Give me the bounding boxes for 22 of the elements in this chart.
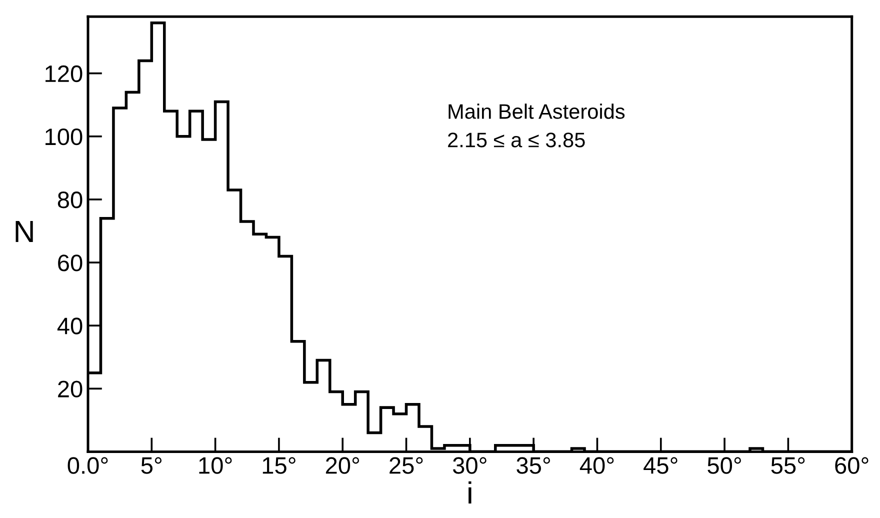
y-tick-label: 60: [58, 254, 82, 272]
y-tick-label: 120: [46, 65, 82, 82]
x-tick-label: 55°: [771, 457, 805, 474]
y-tick-label: 80: [58, 192, 82, 208]
x-tick-label: 5°: [141, 457, 162, 474]
y-tick-label: 40: [57, 318, 82, 334]
x-tick-label: 0.0°: [68, 457, 108, 474]
x-tick-label: 35°: [516, 457, 550, 474]
x-tick-label: 10°: [199, 457, 232, 474]
annotation: Main Belt Asteroids 2.15 ≤ a ≤ 3.85: [448, 104, 625, 148]
y-tick-label: 20: [58, 380, 82, 398]
x-tick-label: 25°: [390, 457, 423, 474]
x-tick-label: 20°: [326, 457, 360, 474]
x-tick-label: 60°: [835, 457, 868, 474]
x-axis-title: i: [468, 481, 472, 504]
x-tick-label: 15°: [262, 457, 296, 474]
x-tick-label: 50°: [708, 457, 741, 474]
x-tick-label: 30°: [452, 457, 486, 474]
y-axis-title: N: [16, 221, 33, 242]
y-tick-label: 100: [46, 128, 82, 146]
x-tick-label: 40°: [580, 457, 614, 474]
x-tick-label: 45°: [644, 457, 678, 474]
